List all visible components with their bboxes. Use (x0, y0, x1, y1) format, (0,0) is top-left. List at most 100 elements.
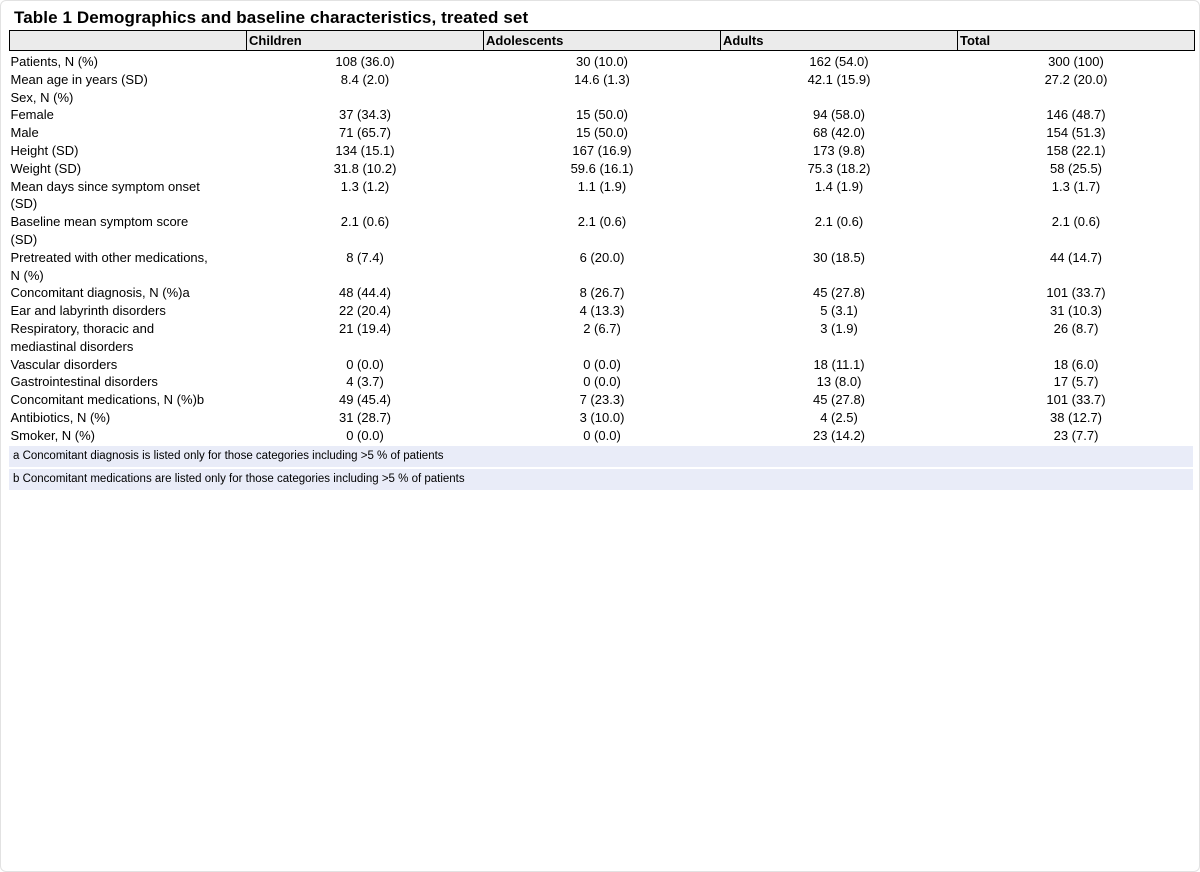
row-value: 101 (33.7) (1046, 392, 1106, 408)
row-value: 134 (15.1) (335, 142, 395, 158)
table-row: Baseline mean symptom score (SD) 2.1 (0.6… (10, 213, 1195, 249)
row-value: 2 (6.7) (583, 320, 621, 336)
row-label: Concomitant medications, N (%)b (10, 392, 205, 408)
row-value: 1.1 (1.9) (577, 178, 627, 194)
table-row: Mean days since symptom onset (SD) 1.3 (1… (10, 178, 1195, 214)
row-value: 31.8 (10.2) (333, 160, 397, 176)
row-value: 59.6 (16.1) (570, 160, 634, 176)
row-label: Concomitant diagnosis, N (%)a (10, 285, 190, 301)
table-row: Vascular disorders 0 (0.0) 0 (0.0) 18 (11.1… (10, 356, 1195, 374)
row-value: 15 (50.0) (575, 125, 629, 141)
row-value: 1.3 (1.7) (1051, 178, 1101, 194)
column-header-total: Total (957, 30, 1195, 51)
row-value: 1.4 (1.9) (814, 178, 864, 194)
row-value: 1.3 (1.2) (340, 178, 390, 194)
row-value (247, 89, 484, 107)
table-row: Height (SD) 134 (15.1) 167 (16.9) 173 (9.8)… (10, 142, 1195, 160)
row-value: 8 (7.4) (346, 249, 384, 265)
row-value: 0 (0.0) (583, 356, 621, 372)
row-value: 21 (19.4) (338, 320, 392, 336)
row-value: 45 (27.8) (812, 392, 866, 408)
column-header-adults: Adults (720, 30, 958, 51)
row-value: 101 (33.7) (1046, 285, 1106, 301)
row-label: Female (10, 107, 54, 123)
row-value: 3 (10.0) (579, 409, 625, 425)
row-value: 15 (50.0) (575, 107, 629, 123)
row-value: 68 (42.0) (812, 125, 866, 141)
row-label: Male (10, 125, 39, 141)
table-header: Children Adolescents Adults Total (9, 30, 1195, 51)
row-value: 44 (14.7) (1049, 249, 1103, 265)
row-label: Height (SD) (10, 142, 79, 158)
table-row: Mean age in years (SD) 8.4 (2.0) 14.6 (1.3… (10, 71, 1195, 89)
row-value: 4 (13.3) (579, 303, 625, 319)
row-value: 94 (58.0) (812, 107, 866, 123)
row-value: 5 (3.1) (820, 303, 858, 319)
row-label: Patients, N (%) (10, 54, 98, 69)
row-value: 17 (5.7) (1053, 374, 1099, 390)
row-value: 2.1 (0.6) (814, 214, 864, 230)
row-value: 0 (0.0) (583, 427, 621, 443)
column-header-adolescents: Adolescents (483, 30, 721, 51)
row-value: 30 (18.5) (812, 249, 866, 265)
row-label: Smoker, N (%) (10, 427, 96, 443)
row-value: 18 (11.1) (813, 356, 865, 372)
row-value: 4 (3.7) (346, 374, 384, 390)
row-value: 27.2 (20.0) (1044, 71, 1108, 87)
row-value: 13 (8.0) (816, 374, 862, 390)
row-value: 14.6 (1.3) (574, 71, 630, 87)
table-header-row: Children Adolescents Adults Total (9, 30, 1195, 51)
row-value: 0 (0.0) (346, 356, 384, 372)
row-label: Baseline mean symptom score (SD) (10, 214, 189, 247)
row-value: 22 (20.4) (338, 303, 392, 319)
row-value: 2.1 (0.6) (577, 214, 627, 230)
row-value: 48 (44.4) (338, 285, 392, 301)
row-value: 42.1 (15.9) (807, 71, 871, 87)
column-header-children: Children (246, 30, 484, 51)
row-value: 6 (20.0) (579, 249, 625, 265)
table-row: Smoker, N (%) 0 (0.0) 0 (0.0) 23 (14.2) 23 (… (10, 427, 1195, 445)
row-value: 8.4 (2.0) (340, 71, 390, 87)
row-value: 173 (9.8) (812, 142, 866, 158)
row-value: 167 (16.9) (572, 142, 632, 158)
row-value: 8 (26.7) (579, 285, 625, 301)
row-value: 45 (27.8) (812, 285, 866, 301)
footnotes: a Concomitant diagnosis is listed only f… (9, 445, 1193, 490)
table-row: Weight (SD) 31.8 (10.2) 59.6 (16.1) 75.3 (1… (10, 160, 1195, 178)
row-label: Pretreated with other medications, N (%) (10, 249, 208, 283)
row-label: Mean age in years (SD) (10, 71, 148, 87)
table-row: Antibiotics, N (%) 31 (28.7) 3 (10.0) 4 (2.… (10, 409, 1195, 427)
table-row: Patients, N (%) 108 (36.0) 30 (10.0) 162 (5… (10, 51, 1195, 71)
row-label: Mean days since symptom onset (SD) (10, 178, 200, 212)
row-value (484, 89, 721, 107)
table-row: Concomitant diagnosis, N (%)a 48 (44.4) 8 … (10, 284, 1195, 302)
row-value: 49 (45.4) (338, 392, 392, 408)
row-value: 38 (12.7) (1049, 409, 1103, 425)
row-value: 23 (14.2) (812, 427, 866, 443)
row-value: 30 (10.0) (575, 54, 629, 69)
demographics-table: Children Adolescents Adults Total Patien… (9, 30, 1195, 445)
column-header-empty (9, 30, 247, 51)
table-row: Female 37 (34.3) 15 (50.0) 94 (58.0) 146 (48… (10, 106, 1195, 124)
row-value: 26 (8.7) (1053, 320, 1099, 336)
row-value: 71 (65.7) (338, 125, 392, 141)
row-value (721, 89, 958, 107)
table-row: Pretreated with other medications, N (%)… (10, 249, 1195, 285)
row-value: 162 (54.0) (809, 54, 869, 69)
table-body: Patients, N (%) 108 (36.0) 30 (10.0) 162 (5… (10, 51, 1195, 445)
row-value: 4 (2.5) (820, 409, 858, 425)
row-value: 146 (48.7) (1046, 107, 1106, 123)
row-value: 0 (0.0) (583, 374, 621, 390)
table-row: Sex, N (%) (10, 89, 1195, 107)
row-value: 7 (23.3) (579, 392, 625, 408)
row-value: 3 (1.9) (820, 320, 858, 336)
row-value (958, 89, 1195, 107)
row-label: Antibiotics, N (%) (10, 409, 111, 425)
table-title: Table 1 Demographics and baseline charac… (14, 8, 529, 27)
row-value: 58 (25.5) (1049, 160, 1103, 176)
row-value: 31 (28.7) (338, 409, 392, 425)
table-row: Concomitant medications, N (%)b 49 (45.4)… (10, 391, 1195, 409)
row-value: 300 (100) (1048, 54, 1104, 69)
table-row: Male 71 (65.7) 15 (50.0) 68 (42.0) 154 (51.3… (10, 124, 1195, 142)
row-label: Respiratory, thoracic and mediastinal di… (10, 320, 155, 354)
